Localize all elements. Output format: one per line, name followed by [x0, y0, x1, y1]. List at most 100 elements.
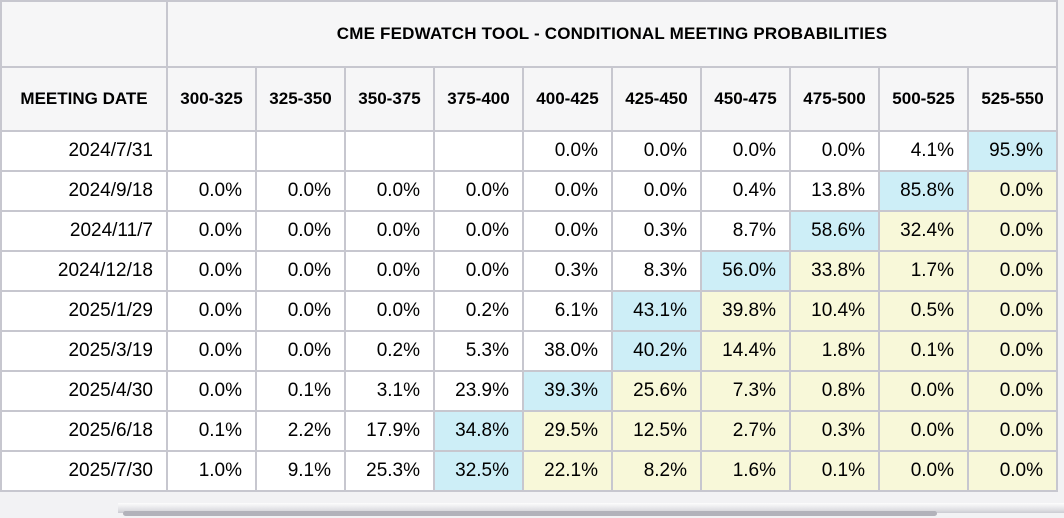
probability-cell: 0.0%	[255, 170, 346, 212]
rate-range-header: 400-425	[522, 66, 613, 132]
probability-cell: 0.0%	[700, 130, 791, 172]
rate-range-header: 350-375	[344, 66, 435, 132]
probability-cell: 0.0%	[966, 170, 1059, 212]
probability-cell: 0.3%	[522, 250, 613, 292]
meeting-date-cell: 2024/12/18	[0, 250, 168, 292]
rate-range-header: 325-350	[255, 66, 346, 132]
probability-cell: 25.3%	[344, 450, 435, 492]
table-row: 2025/7/30 1.0% 9.1% 25.3% 32.5% 22.1% 8.2% 1.6%…	[0, 450, 1059, 492]
probability-cell: 0.0%	[789, 130, 880, 172]
table-row: 2025/4/30 0.0% 0.1% 3.1% 23.9% 39.3% 25.6% 7.3%…	[0, 370, 1059, 412]
meeting-date-header: MEETING DATE	[0, 66, 168, 132]
meeting-date-cell: 2025/7/30	[0, 450, 168, 492]
probability-cell: 56.0%	[700, 250, 791, 292]
meeting-date-cell: 2025/6/18	[0, 410, 168, 452]
probability-cell	[255, 130, 346, 172]
probability-cell: 43.1%	[611, 290, 702, 332]
probability-cell: 8.7%	[700, 210, 791, 252]
probability-cell: 2.7%	[700, 410, 791, 452]
probability-cell: 0.0%	[522, 210, 613, 252]
corner-cell	[0, 0, 168, 68]
probability-cell: 29.5%	[522, 410, 613, 452]
probability-cell: 95.9%	[966, 130, 1059, 172]
probability-cell: 0.0%	[966, 410, 1059, 452]
probability-cell: 17.9%	[344, 410, 435, 452]
probability-cell: 0.0%	[966, 370, 1059, 412]
probability-cell: 0.2%	[433, 290, 524, 332]
horizontal-scrollbar-thumb[interactable]	[123, 511, 937, 516]
rate-range-header: 450-475	[700, 66, 791, 132]
probability-cell: 0.0%	[344, 250, 435, 292]
probability-cell: 0.0%	[878, 370, 969, 412]
table-row: 2024/12/18 0.0% 0.0% 0.0% 0.0% 0.3% 8.3% 56.0% 3…	[0, 250, 1059, 292]
meeting-date-cell: 2024/7/31	[0, 130, 168, 172]
meeting-date-cell: 2025/3/19	[0, 330, 168, 372]
probability-cell: 23.9%	[433, 370, 524, 412]
meeting-date-cell: 2024/11/7	[0, 210, 168, 252]
probability-cell: 0.0%	[966, 210, 1059, 252]
probability-cell: 25.6%	[611, 370, 702, 412]
probability-cell: 0.1%	[255, 370, 346, 412]
probability-cell: 0.0%	[433, 250, 524, 292]
probability-cell: 38.0%	[522, 330, 613, 372]
probability-cell: 39.3%	[522, 370, 613, 412]
rate-range-header: 375-400	[433, 66, 524, 132]
probability-cell: 7.3%	[700, 370, 791, 412]
meeting-date-cell: 2025/1/29	[0, 290, 168, 332]
probability-cell: 5.3%	[433, 330, 524, 372]
probability-cell: 8.2%	[611, 450, 702, 492]
probability-cell: 0.0%	[166, 170, 257, 212]
probability-cell: 12.5%	[611, 410, 702, 452]
probability-cell: 0.3%	[611, 210, 702, 252]
probability-cell: 0.4%	[700, 170, 791, 212]
probability-cell: 0.0%	[966, 250, 1059, 292]
probability-cell: 0.0%	[344, 210, 435, 252]
probability-cell: 32.4%	[878, 210, 969, 252]
probability-cell: 0.8%	[789, 370, 880, 412]
probability-cell: 0.0%	[611, 170, 702, 212]
probability-cell: 0.1%	[166, 410, 257, 452]
probability-cell: 0.1%	[789, 450, 880, 492]
probability-cell: 33.8%	[789, 250, 880, 292]
table-row: 2024/9/18 0.0% 0.0% 0.0% 0.0% 0.0% 0.0% 0.4% 13.…	[0, 170, 1059, 212]
probability-cell: 0.0%	[878, 450, 969, 492]
probability-cell: 9.1%	[255, 450, 346, 492]
title-row: CME FEDWATCH TOOL - CONDITIONAL MEETING …	[0, 0, 1059, 68]
table-row: 2025/3/19 0.0% 0.0% 0.2% 5.3% 38.0% 40.2% 14.4%…	[0, 330, 1059, 372]
probability-cell: 4.1%	[878, 130, 969, 172]
probability-cell: 0.2%	[344, 330, 435, 372]
probability-cell: 14.4%	[700, 330, 791, 372]
probability-cell: 0.0%	[344, 170, 435, 212]
table-row: 2024/7/31 0.0% 0.0% 0.0% 0.0% 4.1% 95.9%	[0, 130, 1059, 172]
probability-cell: 0.0%	[166, 370, 257, 412]
probability-cell: 0.0%	[166, 210, 257, 252]
rate-range-header: 300-325	[166, 66, 257, 132]
probability-cell: 0.0%	[966, 450, 1059, 492]
probability-cell: 8.3%	[611, 250, 702, 292]
probability-cell: 40.2%	[611, 330, 702, 372]
probability-cell: 58.6%	[789, 210, 880, 252]
probability-cell: 34.8%	[433, 410, 524, 452]
rate-range-header: 525-550	[966, 66, 1059, 132]
table-row: 2025/1/29 0.0% 0.0% 0.0% 0.2% 6.1% 43.1% 39.8% 1…	[0, 290, 1059, 332]
probability-cell: 0.0%	[166, 250, 257, 292]
meeting-date-cell: 2024/9/18	[0, 170, 168, 212]
probability-cell: 0.0%	[166, 290, 257, 332]
probabilities-table: CME FEDWATCH TOOL - CONDITIONAL MEETING …	[0, 0, 1059, 492]
probability-cell: 0.0%	[522, 170, 613, 212]
rate-range-header: 475-500	[789, 66, 880, 132]
horizontal-scrollbar-track[interactable]	[118, 503, 1064, 513]
probability-cell: 3.1%	[344, 370, 435, 412]
probability-cell: 6.1%	[522, 290, 613, 332]
probability-cell	[433, 130, 524, 172]
probability-cell: 1.6%	[700, 450, 791, 492]
probability-cell: 0.0%	[255, 290, 346, 332]
probability-cell	[166, 130, 257, 172]
probability-cell: 0.3%	[789, 410, 880, 452]
probability-cell: 0.0%	[966, 290, 1059, 332]
probability-cell	[344, 130, 435, 172]
probability-cell: 1.7%	[878, 250, 969, 292]
probability-cell: 13.8%	[789, 170, 880, 212]
rate-range-header: 500-525	[878, 66, 969, 132]
meeting-date-cell: 2025/4/30	[0, 370, 168, 412]
